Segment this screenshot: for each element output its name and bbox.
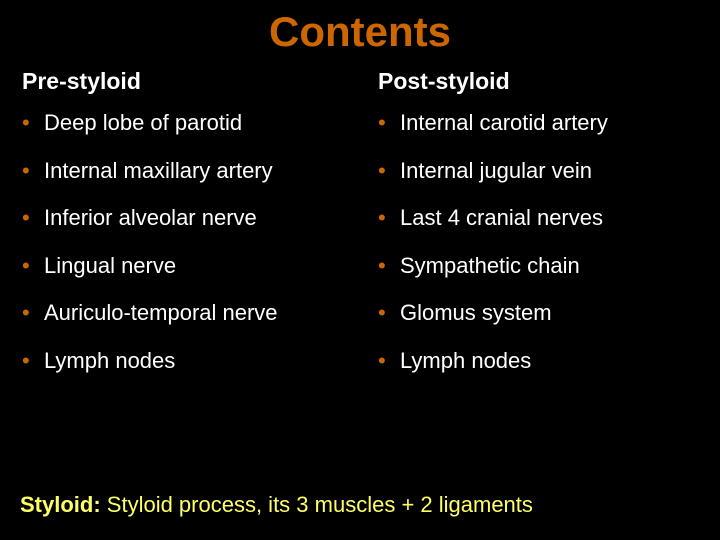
list-item: Internal maxillary artery	[20, 157, 360, 185]
list-pre-styloid: Deep lobe of parotid Internal maxillary …	[20, 109, 360, 374]
list-item: Internal carotid artery	[360, 109, 700, 137]
list-item: Glomus system	[360, 299, 700, 327]
slide-title: Contents	[20, 8, 700, 56]
content-columns: Pre-styloid Deep lobe of parotid Interna…	[20, 68, 700, 394]
list-item: Last 4 cranial nerves	[360, 204, 700, 232]
column-pre-styloid: Pre-styloid Deep lobe of parotid Interna…	[20, 68, 360, 394]
column-header-left: Pre-styloid	[20, 68, 360, 95]
list-item: Lymph nodes	[20, 347, 360, 375]
footnote: Styloid: Styloid process, its 3 muscles …	[20, 492, 700, 518]
list-post-styloid: Internal carotid artery Internal jugular…	[360, 109, 700, 374]
list-item: Lingual nerve	[20, 252, 360, 280]
footnote-text: Styloid process, its 3 muscles + 2 ligam…	[101, 492, 533, 517]
list-item: Sympathetic chain	[360, 252, 700, 280]
list-item: Deep lobe of parotid	[20, 109, 360, 137]
footnote-label: Styloid:	[20, 492, 101, 517]
list-item: Auriculo-temporal nerve	[20, 299, 360, 327]
column-header-right: Post-styloid	[360, 68, 700, 95]
list-item: Lymph nodes	[360, 347, 700, 375]
slide: Contents Pre-styloid Deep lobe of paroti…	[0, 0, 720, 540]
column-post-styloid: Post-styloid Internal carotid artery Int…	[360, 68, 700, 394]
list-item: Inferior alveolar nerve	[20, 204, 360, 232]
list-item: Internal jugular vein	[360, 157, 700, 185]
